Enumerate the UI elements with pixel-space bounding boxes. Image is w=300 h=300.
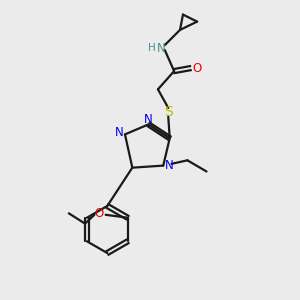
- Text: N: N: [144, 113, 152, 127]
- Text: N: N: [165, 158, 173, 172]
- Text: N: N: [157, 42, 166, 55]
- Text: O: O: [192, 61, 201, 75]
- Text: N: N: [115, 126, 124, 140]
- Text: H: H: [148, 43, 156, 53]
- Text: S: S: [164, 105, 172, 119]
- Text: O: O: [94, 207, 104, 220]
